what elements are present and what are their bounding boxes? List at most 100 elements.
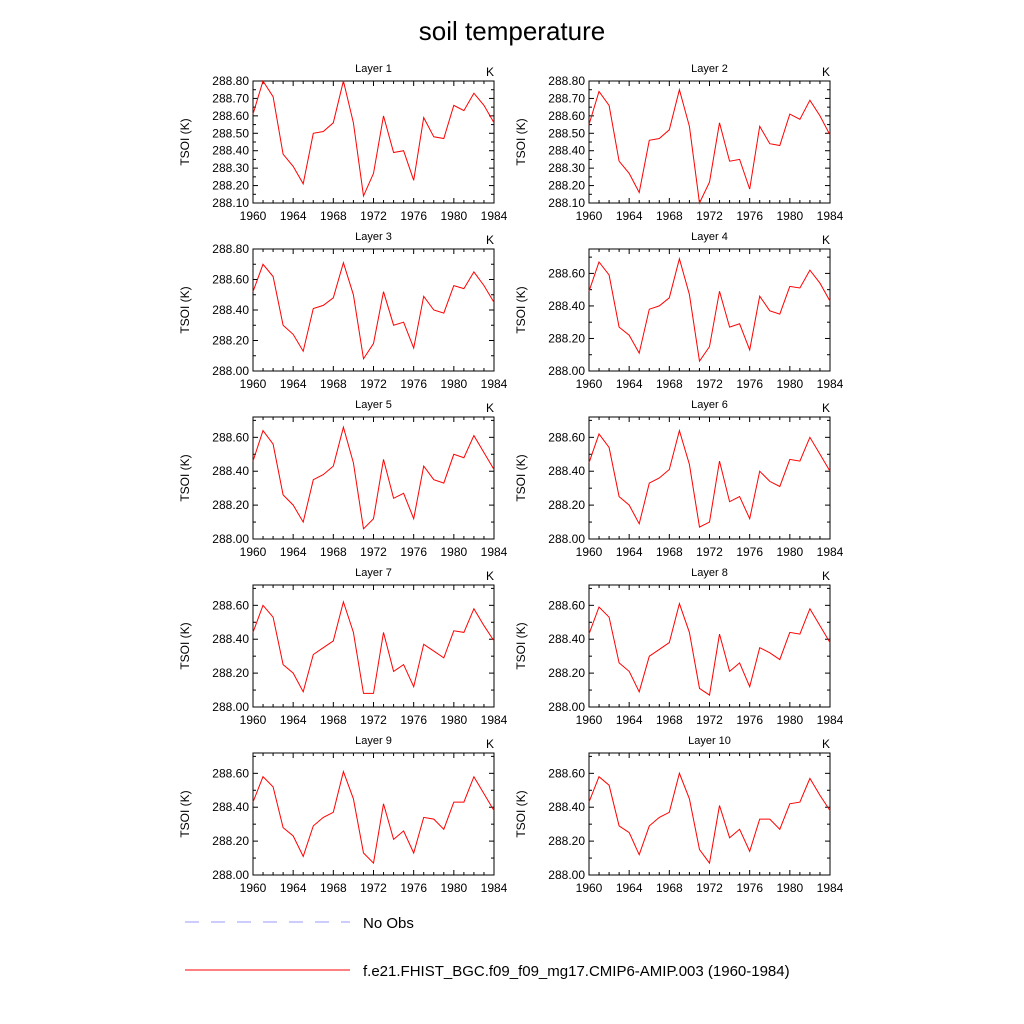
y-tick-label: 288.60	[548, 766, 585, 780]
y-tick-label: 288.40	[212, 800, 249, 814]
x-tick-label: 1976	[736, 209, 763, 223]
x-tick-label: 1964	[280, 881, 307, 895]
series-line	[588, 428, 831, 528]
y-tick-label: 288.40	[212, 632, 249, 646]
series-line	[252, 425, 495, 530]
y-tick-label: 288.20	[212, 834, 249, 848]
y-tick-label: 288.60	[548, 266, 585, 280]
series-line	[252, 260, 495, 361]
x-tick-label: 1972	[696, 209, 723, 223]
panel-layer-8: Layer 8 K TSOI (K) 1960 1964 1968 1972 1976 1980…	[514, 567, 844, 727]
x-tick-label: 1980	[776, 377, 803, 391]
panel-layer-5: Layer 5 K TSOI (K) 1960 1964 1968 1972 1976 1980…	[178, 399, 508, 559]
y-tick-label: 288.20	[548, 666, 585, 680]
y-axis-label: TSOI (K)	[178, 790, 192, 837]
x-tick-label: 1980	[440, 713, 467, 727]
y-tick-label: 288.80	[212, 242, 249, 256]
x-tick-label: 1972	[696, 881, 723, 895]
x-tick-label: 1984	[817, 209, 844, 223]
x-tick-label: 1968	[656, 209, 683, 223]
plot-frame	[252, 248, 495, 372]
x-tick-label: 1984	[817, 377, 844, 391]
y-tick-label: 288.60	[548, 598, 585, 612]
x-tick-label: 1964	[280, 377, 307, 391]
series-line	[252, 79, 495, 198]
legend: No Obs f.e21.FHIST_BGC.f09_f09_mg17.CMIP…	[185, 915, 790, 980]
series-line	[252, 769, 495, 865]
y-tick-label: 288.20	[548, 331, 585, 345]
x-tick-label: 1976	[400, 881, 427, 895]
y-tick-label: 288.00	[212, 532, 249, 546]
x-tick-label: 1968	[320, 377, 347, 391]
panel-unit: K	[486, 233, 494, 247]
panel-unit: K	[486, 65, 494, 79]
x-tick-label: 1964	[280, 713, 307, 727]
panel-unit: K	[486, 737, 494, 751]
panel-title: Layer 8	[691, 567, 728, 579]
x-tick-label: 1976	[400, 713, 427, 727]
x-tick-label: 1960	[576, 209, 603, 223]
y-tick-label: 288.40	[212, 464, 249, 478]
x-tick-label: 1976	[400, 377, 427, 391]
x-tick-label: 1968	[656, 881, 683, 895]
x-tick-label: 1980	[440, 545, 467, 559]
x-tick-label: 1964	[280, 209, 307, 223]
series-line	[588, 256, 831, 363]
plot-frame	[252, 80, 495, 204]
y-axis-label: TSOI (K)	[514, 118, 528, 165]
panel-unit: K	[822, 401, 830, 415]
chart-title: soil temperature	[419, 16, 605, 46]
panel-title: Layer 5	[355, 399, 392, 411]
x-tick-label: 1968	[656, 377, 683, 391]
x-tick-label: 1984	[481, 209, 508, 223]
plot-frame	[252, 416, 495, 540]
panel-layer-9: Layer 9 K TSOI (K) 1960 1964 1968 1972 1976 1980…	[178, 735, 508, 895]
y-tick-label: 288.00	[548, 700, 585, 714]
x-tick-label: 1972	[360, 713, 387, 727]
y-tick-label: 288.40	[548, 464, 585, 478]
y-tick-label: 288.50	[548, 126, 585, 140]
x-tick-label: 1964	[616, 713, 643, 727]
x-tick-label: 1972	[360, 881, 387, 895]
y-tick-label: 288.20	[212, 666, 249, 680]
y-axis-label: TSOI (K)	[178, 118, 192, 165]
panel-title: Layer 7	[355, 567, 392, 579]
y-tick-label: 288.40	[212, 144, 249, 158]
y-tick-label: 288.20	[212, 179, 249, 193]
series-line	[588, 601, 831, 696]
x-tick-label: 1960	[240, 881, 267, 895]
y-tick-label: 288.00	[212, 364, 249, 378]
x-tick-label: 1964	[616, 881, 643, 895]
panel-title: Layer 6	[691, 399, 728, 411]
panel-unit: K	[822, 65, 830, 79]
x-tick-label: 1984	[481, 713, 508, 727]
y-tick-label: 288.60	[212, 598, 249, 612]
x-tick-label: 1960	[576, 713, 603, 727]
x-tick-label: 1972	[696, 713, 723, 727]
x-tick-label: 1980	[776, 209, 803, 223]
y-tick-label: 288.60	[212, 430, 249, 444]
x-tick-label: 1980	[776, 545, 803, 559]
x-tick-label: 1964	[616, 209, 643, 223]
panel-layer-1: Layer 1 K TSOI (K) 1960 1964 1968 1972 1976 1980…	[178, 63, 508, 223]
x-tick-label: 1964	[616, 377, 643, 391]
y-axis-label: TSOI (K)	[178, 622, 192, 669]
x-tick-label: 1968	[320, 209, 347, 223]
x-tick-label: 1964	[616, 545, 643, 559]
y-tick-label: 288.30	[548, 161, 585, 175]
x-tick-label: 1968	[656, 713, 683, 727]
panel-unit: K	[822, 233, 830, 247]
x-tick-label: 1968	[320, 713, 347, 727]
x-tick-label: 1960	[576, 881, 603, 895]
y-tick-label: 288.60	[212, 109, 249, 123]
plot-frame	[588, 584, 831, 708]
panel-layer-10: Layer 10 K TSOI (K) 1960 1964 1968 1972 1976 198…	[514, 735, 844, 895]
x-tick-label: 1960	[240, 209, 267, 223]
y-tick-label: 288.70	[548, 91, 585, 105]
panel-unit: K	[822, 569, 830, 583]
y-axis-label: TSOI (K)	[514, 790, 528, 837]
plot-frame	[588, 248, 831, 372]
y-tick-label: 288.20	[548, 834, 585, 848]
x-tick-label: 1968	[320, 881, 347, 895]
